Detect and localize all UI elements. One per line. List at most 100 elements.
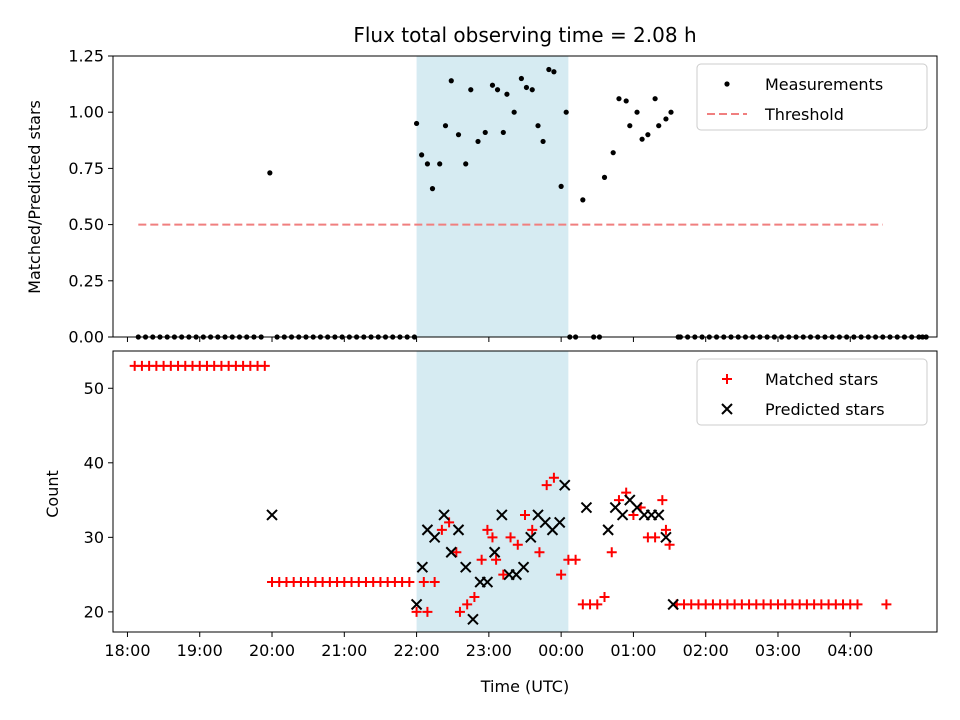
measurements-point <box>475 138 481 145</box>
matched-stars-point <box>520 509 530 520</box>
xtick-label: 00:00 <box>538 641 584 660</box>
xtick-label: 23:00 <box>466 641 512 660</box>
bottom-ytick-label: 20 <box>84 602 104 621</box>
measurements-point <box>627 123 633 129</box>
top-axes-frame <box>112 55 938 338</box>
predicted-stars-point <box>525 531 537 544</box>
predicted-stars-point <box>602 524 614 536</box>
measurements-point <box>511 109 517 115</box>
measurements-point <box>419 152 425 158</box>
measurements-point <box>437 161 443 167</box>
xtick-label: 22:00 <box>394 641 440 660</box>
bottom-highlight-span <box>416 351 569 632</box>
xtick-label: 03:00 <box>755 641 801 660</box>
matched-stars-point <box>606 547 617 558</box>
measurements-legend-label: Measurements <box>765 75 883 94</box>
measurements-legend-handle <box>724 81 730 87</box>
matched-stars-point <box>592 599 603 610</box>
matched-stars-point <box>556 569 567 580</box>
predicted-stars-point <box>559 479 571 491</box>
bottom-ylabel: Count <box>43 470 62 518</box>
matched-stars-point <box>541 480 552 491</box>
matched-stars-legend-handle <box>722 374 732 384</box>
top-ylabel: Matched/Predicted stars <box>25 100 44 294</box>
predicted-stars-point <box>496 509 508 521</box>
measurements-point <box>634 109 640 115</box>
matched-stars-point <box>462 599 473 610</box>
top-panel: 0.00 0.25 0.50 0.75 1.00 1.25 Measurements Thre… <box>68 47 938 347</box>
predicted-stars-point <box>460 561 472 573</box>
measurements-point <box>610 150 616 156</box>
matched-stars-point <box>411 606 422 617</box>
top-legend-box <box>696 63 928 131</box>
measurements-point <box>518 75 524 82</box>
threshold-legend-label: Threshold <box>764 105 844 124</box>
measurements-point <box>494 87 501 93</box>
bottom-ytick-label: 30 <box>84 528 104 547</box>
predicted-stars-point <box>452 524 465 536</box>
matched-stars-point <box>498 569 509 580</box>
measurements-point <box>623 98 629 104</box>
measurements-point <box>668 109 674 115</box>
measurements-point <box>558 183 564 189</box>
measurements-point <box>639 136 645 142</box>
measurements-point <box>580 197 586 203</box>
predicted-stars-point <box>653 509 665 521</box>
xtick-label: 20:00 <box>249 641 295 660</box>
matched-stars-point <box>418 577 429 588</box>
predicted-stars-point <box>428 531 441 544</box>
matched-stars-legend-label: Matched stars <box>765 370 878 389</box>
predicted-stars-legend-label: Predicted stars <box>765 400 885 419</box>
predicted-stars-point <box>410 598 423 611</box>
measurements-point <box>540 138 546 145</box>
matched-stars-point <box>476 554 487 565</box>
predicted-stars-legend-handle <box>721 403 733 415</box>
chart-title: Flux total observing time = 2.08 h <box>353 23 696 47</box>
matched-stars-point <box>881 599 892 610</box>
matched-stars-point <box>422 606 433 617</box>
matched-stars-point <box>404 577 415 588</box>
predicted-stars-point <box>580 501 593 514</box>
measurements-point <box>563 109 569 115</box>
predicted-stars-point <box>488 546 501 558</box>
matched-stars-point <box>660 524 671 535</box>
bottom-xlabel: Time (UTC) <box>480 677 569 696</box>
predicted-stars-point <box>553 516 566 529</box>
matched-stars-point <box>650 532 661 543</box>
predicted-stars-point <box>416 561 429 573</box>
measurements-point <box>652 96 658 102</box>
matched-stars-point <box>491 554 502 565</box>
predicted-stars-point <box>667 598 679 611</box>
predicted-stars-point <box>660 531 672 544</box>
top-ytick-label: 0.00 <box>68 328 104 347</box>
measurements-point <box>616 96 622 102</box>
top-legend: Measurements Threshold <box>696 63 928 131</box>
xtick-label: 18:00 <box>104 641 150 660</box>
measurements-point <box>500 129 506 136</box>
measurements-point <box>656 123 662 129</box>
measurements-point <box>645 132 651 138</box>
plot-layer: 0.00 0.25 0.50 0.75 1.00 1.25 Measurements Thre… <box>68 47 938 660</box>
matched-stars-point <box>454 606 465 617</box>
xtick-label: 21:00 <box>321 641 367 660</box>
bottom-ytick-label: 40 <box>84 453 104 472</box>
measurements-point <box>535 123 541 129</box>
measurements-point <box>663 116 669 122</box>
matched-stars-point <box>548 472 559 483</box>
bottom-legend-box <box>696 358 928 426</box>
bottom-panel: 18:00 19:00 20:00 21:00 22:00 23:00 00:00 01:00… <box>84 350 938 660</box>
matched-stars-point <box>534 547 545 558</box>
predicted-stars-point <box>616 509 629 521</box>
xtick-label: 02:00 <box>683 641 729 660</box>
measurements-point <box>482 129 488 136</box>
xtick-label: 01:00 <box>610 641 656 660</box>
predicted-stars-point <box>438 509 450 521</box>
measurements-point <box>468 87 474 93</box>
matched-stars-point <box>527 524 538 535</box>
xtick-label: 04:00 <box>827 641 873 660</box>
matched-stars-point <box>852 599 863 610</box>
measurements-point <box>267 170 273 176</box>
measurements-point <box>504 91 510 97</box>
measurements-point <box>529 87 535 93</box>
predicted-stars-point <box>467 613 479 626</box>
